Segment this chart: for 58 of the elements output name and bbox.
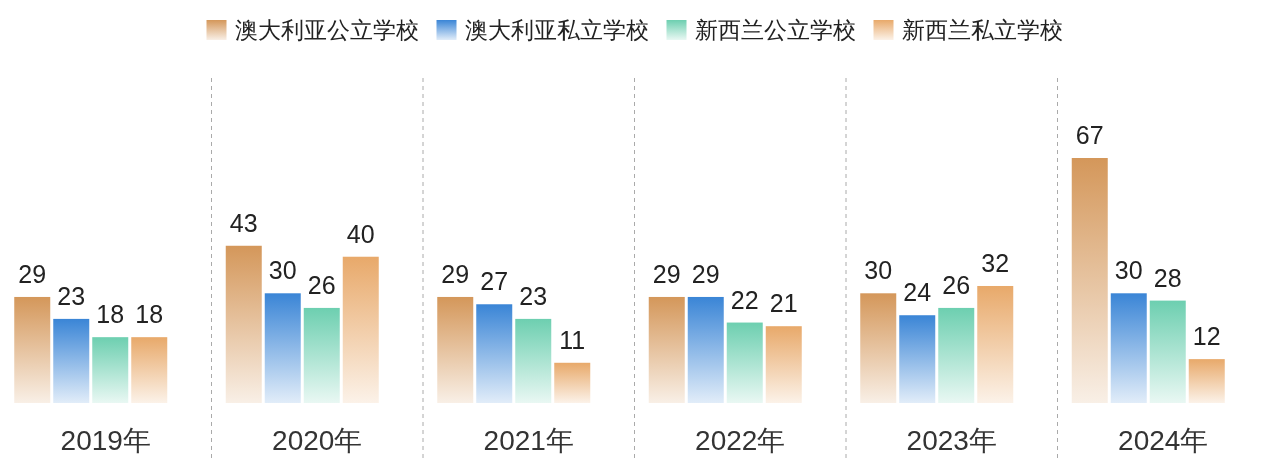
data-label: 12 [1192, 322, 1221, 351]
data-label: 29 [441, 259, 470, 288]
data-label: 43 [229, 208, 258, 237]
bar [225, 245, 262, 403]
data-label: 40 [346, 219, 375, 248]
legend-label: 澳大利亚公立学校 [234, 17, 419, 43]
bar [1071, 158, 1108, 403]
bar [92, 337, 129, 403]
data-label: 27 [480, 267, 509, 296]
data-label: 22 [730, 285, 759, 314]
bar [342, 256, 379, 403]
bar [1149, 300, 1186, 403]
bar [53, 318, 90, 403]
data-label: 21 [769, 289, 798, 318]
bar [476, 304, 513, 403]
bar [437, 296, 474, 403]
data-label: 23 [57, 281, 86, 310]
bar [860, 293, 897, 403]
bar [938, 307, 975, 403]
bar [131, 337, 168, 403]
bar [687, 296, 724, 403]
bar [899, 315, 936, 403]
legend-label: 澳大利亚私立学校 [464, 17, 649, 43]
legend-label: 新西兰私立学校 [901, 17, 1063, 43]
data-label: 24 [903, 278, 932, 307]
data-label: 11 [559, 325, 586, 354]
bar [1110, 293, 1147, 403]
x-tick-label: 2024年 [1118, 425, 1209, 456]
x-tick-label: 2023年 [906, 425, 997, 456]
bar [554, 362, 591, 403]
bar [648, 296, 685, 403]
bar [264, 293, 301, 403]
x-tick-label: 2021年 [483, 425, 574, 456]
data-label: 26 [307, 270, 336, 299]
x-tick-label: 2020年 [272, 425, 363, 456]
data-label: 28 [1153, 263, 1182, 292]
data-label: 30 [268, 256, 297, 285]
data-label: 23 [519, 281, 548, 310]
bar [726, 322, 763, 403]
bar [515, 318, 552, 403]
legend-label: 新西兰公立学校 [694, 17, 856, 43]
bar [977, 285, 1014, 403]
data-label: 29 [652, 259, 681, 288]
data-label: 26 [942, 270, 971, 299]
bar [1188, 359, 1225, 403]
data-label: 30 [1114, 256, 1143, 285]
x-tick-label: 2022年 [695, 425, 786, 456]
data-label: 30 [864, 256, 893, 285]
data-label: 18 [96, 300, 125, 329]
x-tick-label: 2019年 [60, 425, 151, 456]
data-label: 29 [18, 259, 47, 288]
bar [765, 326, 802, 403]
bar [14, 296, 51, 403]
data-label: 67 [1075, 121, 1104, 149]
bar [303, 307, 340, 403]
data-label: 29 [691, 259, 720, 288]
data-label: 32 [981, 248, 1010, 277]
data-label: 18 [135, 300, 164, 329]
